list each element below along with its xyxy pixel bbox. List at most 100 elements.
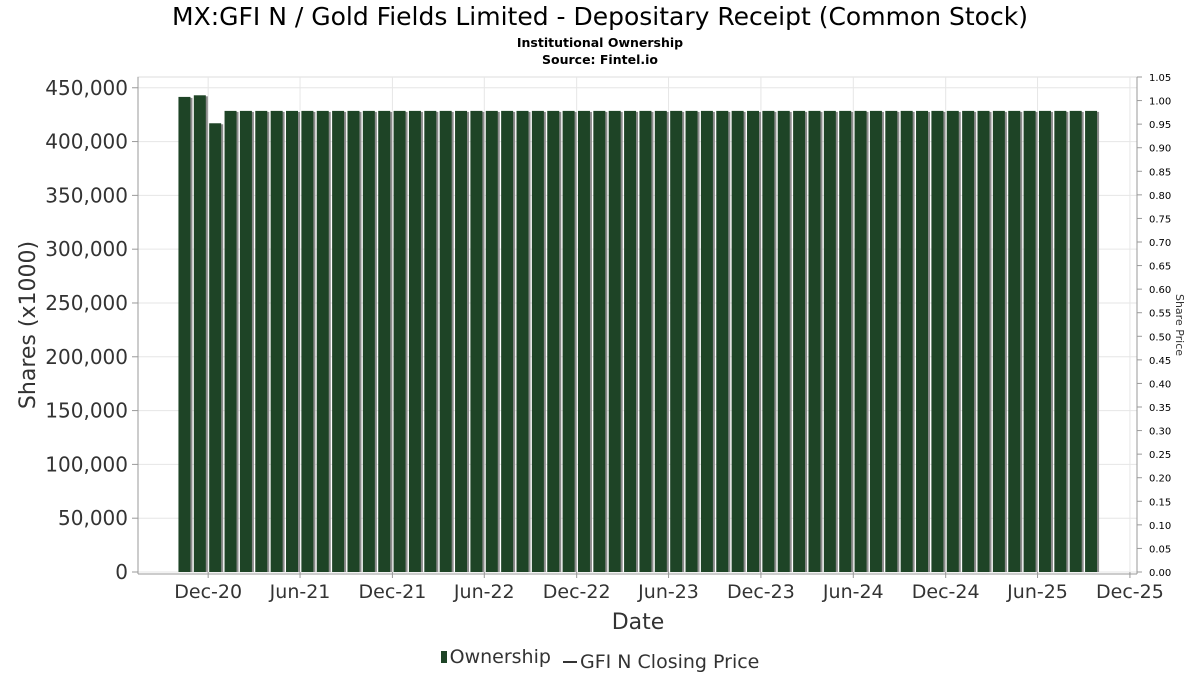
ownership-bar (439, 110, 452, 573)
legend-bar-swatch (440, 651, 447, 663)
y2-tick-label: 0.70 (1149, 238, 1171, 249)
ownership-bar (977, 110, 990, 573)
ownership-bar (1038, 110, 1051, 573)
y-axis-label: Shares (x1000) (16, 241, 41, 409)
y-tick-label: 200,000 (45, 345, 128, 369)
chart-subtitle: Institutional Ownership (516, 35, 684, 50)
y-tick-label: 50,000 (58, 506, 128, 530)
legend: Ownership GFI N Closing Price (0, 646, 1200, 673)
ownership-bar (378, 110, 391, 573)
ownership-bar (547, 110, 560, 573)
ownership-bar (1085, 110, 1098, 573)
y-tick-label: 0 (115, 560, 128, 584)
y-tick-label: 150,000 (45, 399, 128, 423)
x-tick-label: Dec-21 (359, 581, 427, 603)
ownership-bar (347, 110, 360, 573)
ownership-bar (1008, 110, 1021, 573)
y2-tick-label: 0.20 (1149, 474, 1171, 485)
y2-tick-label: 0.10 (1149, 521, 1171, 532)
x-tick-label: Dec-24 (912, 581, 980, 603)
y-tick-label: 400,000 (45, 130, 128, 154)
ownership-bar (516, 110, 529, 573)
y-tick-label: 450,000 (45, 76, 128, 100)
ownership-bar (270, 110, 283, 573)
ownership-bar (731, 110, 744, 573)
ownership-bar (316, 110, 329, 573)
ownership-bar (255, 110, 268, 573)
y2-tick-label: 0.60 (1149, 285, 1171, 296)
ownership-bar (854, 110, 867, 573)
legend-label-price: GFI N Closing Price (579, 651, 760, 673)
ownership-bar (1054, 110, 1067, 573)
y2-tick-label: 0.30 (1149, 427, 1171, 438)
x-tick-label: Dec-22 (543, 581, 611, 603)
axes-layer: 0 50,000 100,000 150,000 200,000 250,000 300,0… (45, 73, 1171, 603)
y2-tick-label: 0.35 (1149, 403, 1171, 414)
ownership-bar (501, 110, 514, 573)
ownership-bar (562, 110, 575, 573)
y2-tick-label: 0.65 (1149, 262, 1171, 273)
ownership-bar (885, 110, 898, 573)
ownership-bar (700, 110, 713, 573)
ownership-bar (593, 110, 606, 573)
y2-axis-label: Share Price (1173, 294, 1186, 356)
ownership-bar (531, 110, 544, 573)
ownership-bar (654, 110, 667, 573)
ownership-bar (455, 110, 468, 573)
legend-item-ownership: Ownership (440, 646, 551, 668)
x-tick-label: Jun-24 (822, 581, 884, 603)
ownership-bar (224, 110, 237, 573)
ownership-bar (485, 110, 498, 573)
ownership-bar (332, 110, 345, 573)
y2-tick-label: 0.45 (1149, 356, 1171, 367)
y2-tick-label: 0.90 (1149, 144, 1171, 155)
y2-tick-label: 0.55 (1149, 309, 1171, 320)
ownership-bar (747, 110, 759, 573)
y-tick-label: 250,000 (45, 291, 128, 315)
ownership-bar (962, 110, 975, 573)
y-tick-label: 100,000 (45, 452, 128, 476)
legend-item-price: GFI N Closing Price (557, 651, 759, 673)
ownership-bar (808, 110, 821, 573)
y-tick-label: 300,000 (45, 237, 128, 261)
y2-tick-label: 0.15 (1149, 497, 1171, 508)
ownership-bar (470, 110, 483, 573)
y2-tick-label: 0.50 (1149, 332, 1171, 343)
ownership-bar (178, 96, 191, 573)
ownership-bar (362, 110, 375, 573)
x-tick-label: Jun-22 (453, 581, 515, 603)
ownership-bar (777, 110, 790, 573)
ownership-bar (762, 110, 775, 573)
y2-tick-label: 0.75 (1149, 214, 1171, 225)
ownership-bar (408, 110, 421, 573)
ownership-bar (1023, 110, 1036, 573)
x-tick-label: Dec-20 (174, 581, 242, 603)
ownership-bar (685, 110, 698, 573)
y2-tick-label: 0.80 (1149, 191, 1171, 202)
y2-tick-label: 0.40 (1149, 379, 1171, 390)
y2-tick-label: 0.25 (1149, 450, 1171, 461)
ownership-bar (931, 110, 944, 573)
ownership-bar (670, 110, 683, 573)
ownership-bar (992, 110, 1005, 573)
x-tick-label: Jun-23 (637, 581, 699, 603)
ownership-bar (608, 110, 621, 573)
ownership-bar (301, 110, 314, 573)
x-tick-label: Dec-23 (727, 581, 795, 603)
y2-tick-label: 0.00 (1149, 568, 1171, 579)
ownership-bar (424, 110, 437, 573)
x-axis-label: Date (612, 610, 665, 635)
x-tick-label: Jun-25 (1006, 581, 1068, 603)
ownership-bar (869, 110, 882, 573)
legend-line-swatch (562, 661, 577, 663)
chart-source: Source: Fintel.io (542, 52, 658, 67)
ownership-bar (239, 110, 252, 573)
ownership-bar (793, 110, 806, 573)
ownership-bar (639, 110, 652, 573)
y2-tick-label: 1.00 (1149, 97, 1171, 108)
ownership-bar (577, 110, 590, 573)
ownership-bar (1069, 110, 1082, 573)
ownership-bar (286, 110, 298, 573)
ownership-bar (624, 110, 637, 573)
